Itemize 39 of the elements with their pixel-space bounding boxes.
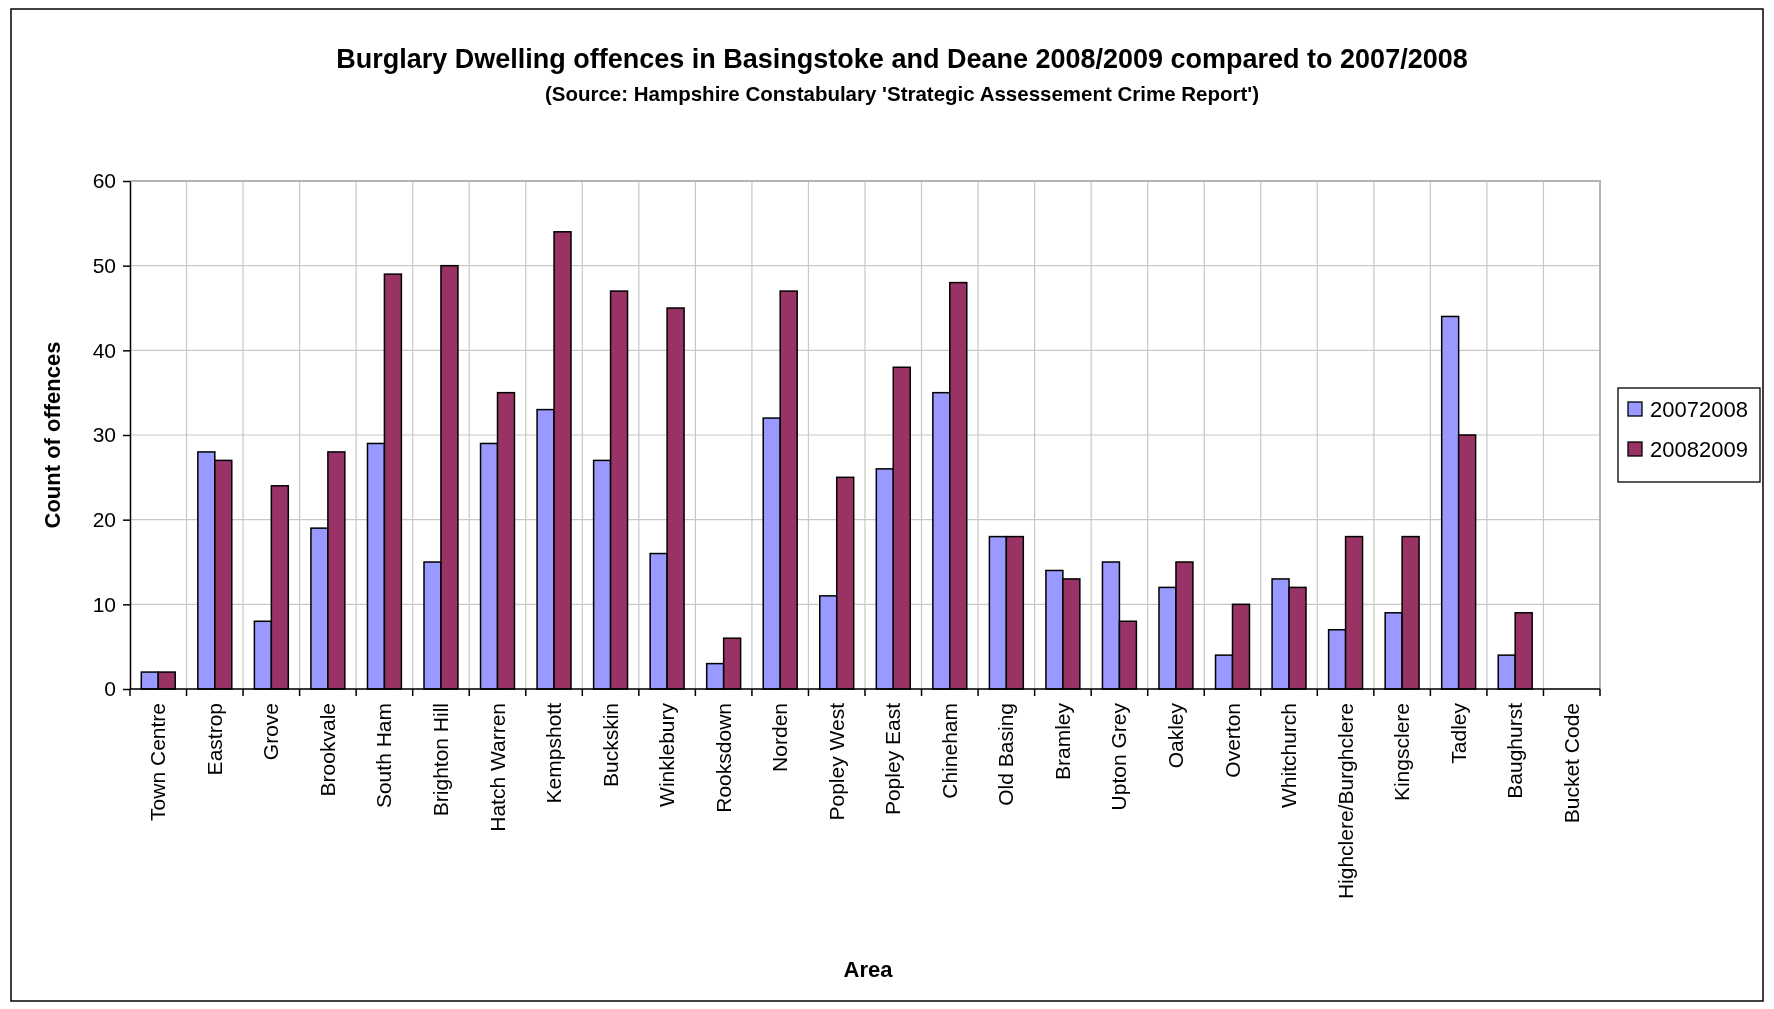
x-tick-label: South Ham	[372, 703, 396, 809]
x-tick-label: Brighton Hill	[428, 703, 452, 817]
x-tick-label: Upton Grey	[1107, 702, 1131, 811]
x-tick-label: Brookvale	[315, 703, 339, 797]
y-tick-label: 60	[92, 169, 116, 193]
x-tick-label: Kingsclere	[1390, 703, 1414, 802]
x-tick-label: Popley East	[881, 702, 905, 816]
legend-label: 20072008	[1650, 397, 1748, 422]
y-tick-label: 20	[92, 507, 116, 531]
chart-title: Burglary Dwelling offences in Basingstoke and Deane 2008/2009 compared to 2007/2008	[336, 44, 1468, 74]
x-axis-title: Area	[843, 957, 894, 982]
x-tick-label: Bucket Code	[1559, 703, 1583, 824]
x-tick-label: Hatch Warren	[485, 703, 509, 832]
x-tick-label: Chineham	[937, 703, 961, 799]
y-tick-label: 0	[104, 677, 116, 701]
x-tick-label: Kempshott	[542, 702, 566, 804]
y-tick-label: 30	[92, 423, 116, 447]
x-tick-label: Oakley	[1163, 702, 1187, 769]
x-tick-label: Winklebury	[655, 702, 679, 807]
chart-subtitle: (Source: Hampshire Constabulary 'Strategic Assessement Crime Report')	[544, 82, 1260, 105]
x-tick-label: Norden	[768, 703, 792, 772]
x-tick-label: Popley West	[824, 702, 848, 821]
x-tick-label: Bramley	[1050, 702, 1074, 781]
x-tick-label: Overton	[1220, 703, 1244, 778]
x-tick-label: Eastrop	[202, 703, 226, 776]
x-tick-label: Buckskin	[598, 703, 622, 788]
x-tick-label: Rooksdown	[711, 703, 735, 813]
x-tick-label: Grove	[259, 703, 283, 761]
x-tick-label: Tadley	[1446, 702, 1470, 764]
x-tick-label: Old Basing	[994, 703, 1018, 806]
y-axis-title: Count of offences	[40, 341, 65, 529]
y-tick-label: 50	[92, 253, 116, 277]
x-tick-label: Highclere/Burghclere	[1333, 703, 1357, 900]
x-tick-label: Baughurst	[1503, 702, 1527, 799]
legend-label: 20082009	[1650, 437, 1748, 462]
x-tick-label: Whitchurch	[1277, 703, 1301, 809]
y-tick-label: 40	[92, 338, 116, 362]
x-tick-label: Town Centre	[146, 703, 170, 821]
y-tick-label: 10	[92, 592, 116, 616]
